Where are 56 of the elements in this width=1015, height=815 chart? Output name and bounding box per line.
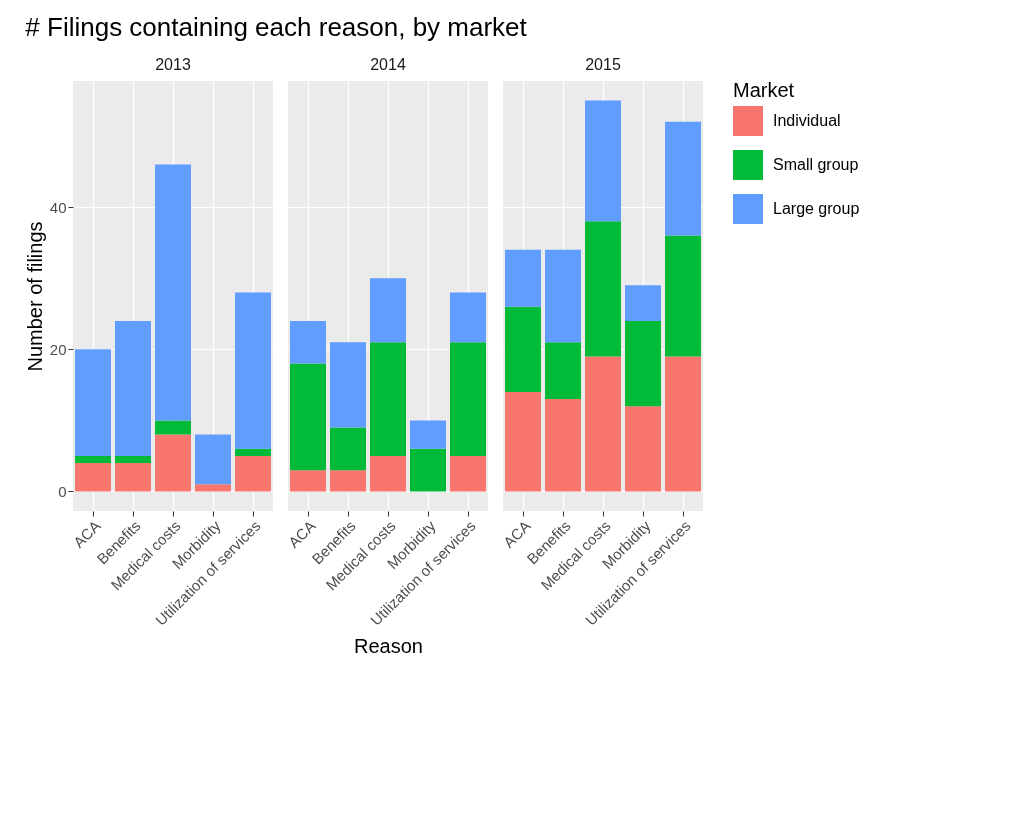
- legend-label: Individual: [773, 112, 841, 129]
- chart-subtitle: 2014: [370, 56, 406, 73]
- x-axis-title: Reason: [354, 634, 423, 657]
- bar: [505, 391, 541, 492]
- bar: [545, 342, 581, 400]
- bar: [75, 463, 111, 492]
- bar: [235, 455, 271, 492]
- bar: [290, 363, 326, 471]
- bar: [505, 306, 541, 392]
- bar: [410, 420, 446, 449]
- bar: [585, 221, 621, 357]
- bar: [450, 342, 486, 456]
- bar: [370, 342, 406, 456]
- bar: [545, 249, 581, 343]
- bar: [585, 100, 621, 222]
- y-tick-label: 0: [58, 482, 67, 500]
- bar: [585, 356, 621, 492]
- y-tick-label: 20: [49, 340, 67, 358]
- bar: [330, 470, 366, 492]
- chart-subtitle: 2013: [155, 56, 191, 73]
- bar: [665, 235, 701, 357]
- bar: [330, 342, 366, 428]
- y-axis-title: Number of filings: [23, 221, 46, 372]
- bar: [665, 121, 701, 236]
- bar: [545, 399, 581, 492]
- bar: [290, 470, 326, 492]
- bar: [290, 320, 326, 364]
- bar: [625, 285, 661, 321]
- bar: [195, 434, 231, 485]
- bar: [505, 249, 541, 307]
- legend-label: Large group: [773, 200, 860, 217]
- bar: [665, 356, 701, 492]
- bar: [625, 320, 661, 407]
- chart-subtitle: 2015: [585, 56, 621, 73]
- bar: [370, 455, 406, 492]
- legend-label: Small group: [773, 156, 859, 173]
- bar: [235, 292, 271, 449]
- bar: [410, 448, 446, 492]
- bar: [235, 448, 271, 456]
- bar: [115, 320, 151, 456]
- bar: [625, 406, 661, 492]
- bar: [450, 292, 486, 343]
- chart-title: # Filings containing each reason, by market: [25, 12, 528, 42]
- bar: [450, 455, 486, 492]
- bar: [115, 463, 151, 492]
- bar: [75, 349, 111, 456]
- bar: [155, 164, 191, 421]
- legend-title: Market: [733, 79, 795, 101]
- bar: [195, 484, 231, 492]
- bar: [115, 455, 151, 464]
- bar: [75, 455, 111, 464]
- bar: [370, 278, 406, 343]
- bar: [330, 427, 366, 471]
- bar: [155, 420, 191, 435]
- y-tick-label: 40: [49, 198, 67, 216]
- bar: [155, 434, 191, 492]
